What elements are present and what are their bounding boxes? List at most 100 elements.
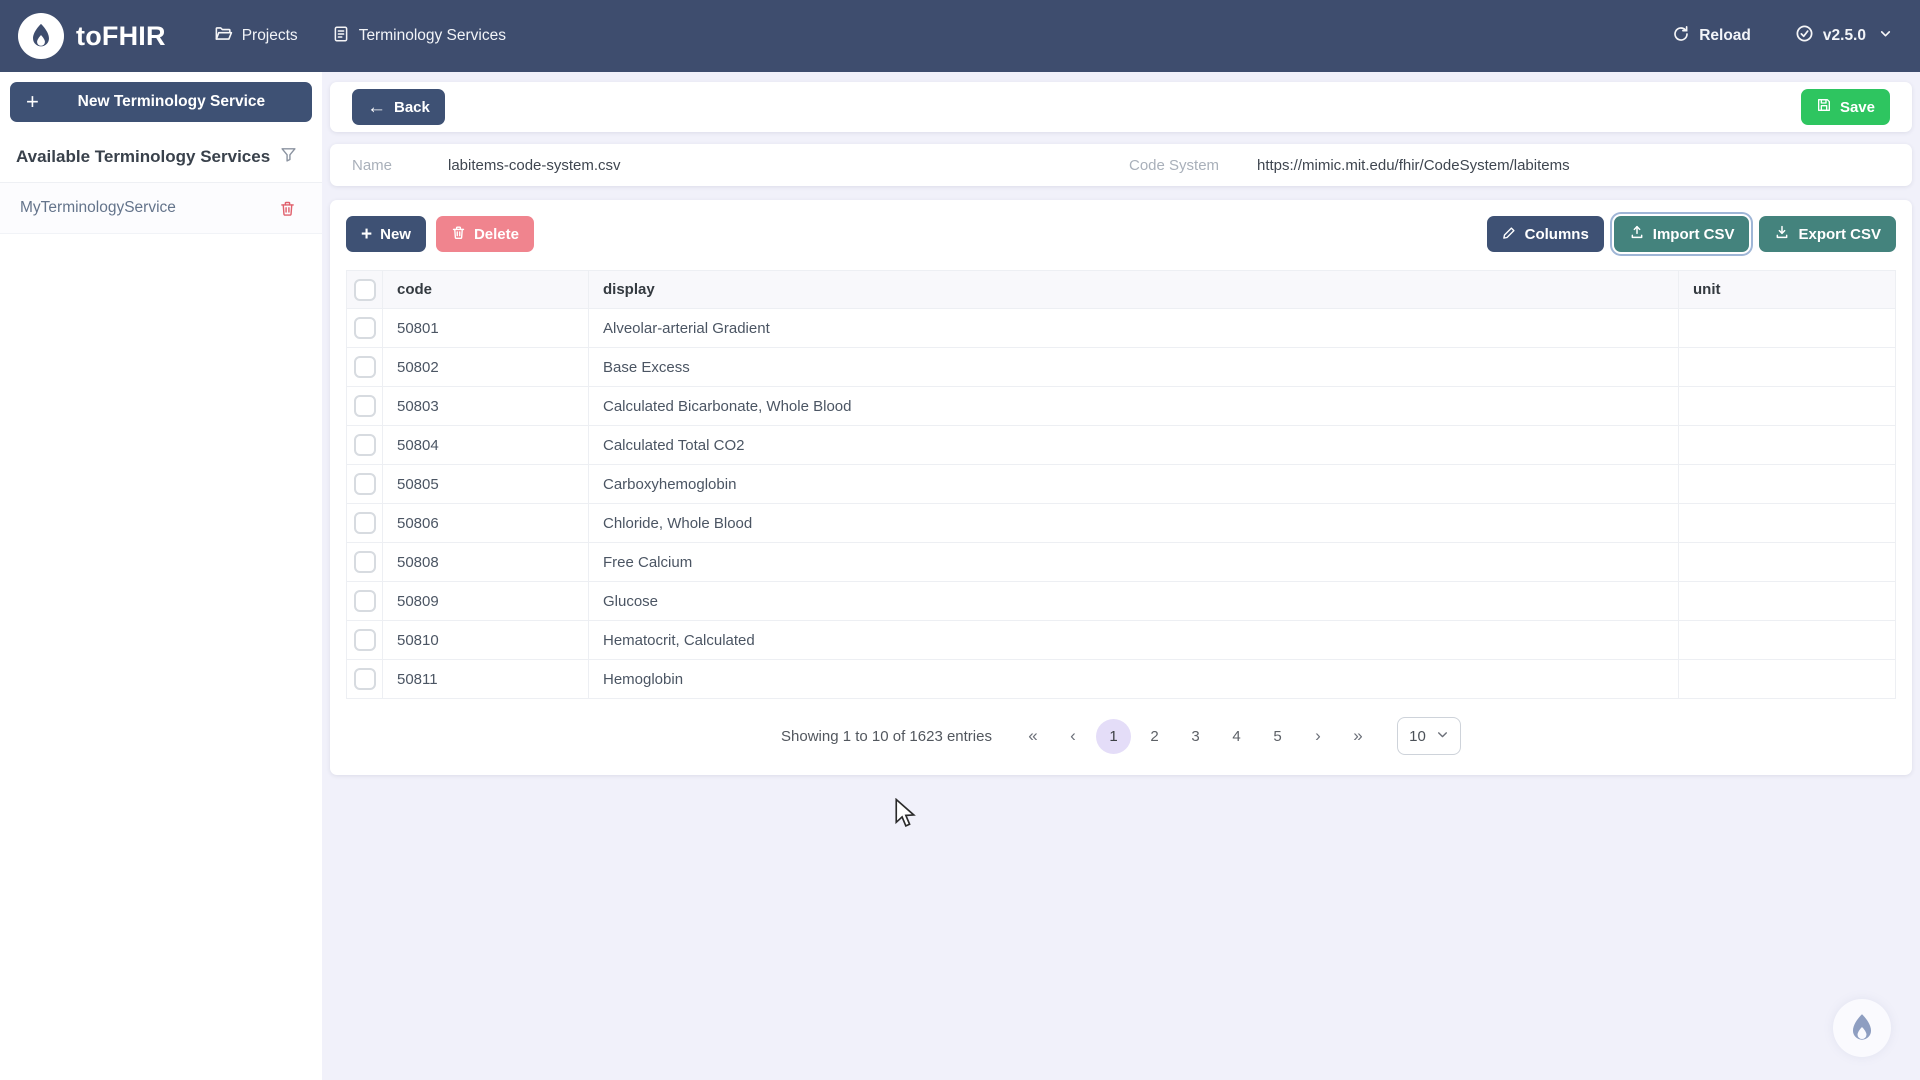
- first-page-button[interactable]: «: [1028, 726, 1038, 745]
- display-cell[interactable]: Glucose: [589, 582, 1679, 621]
- reload-button[interactable]: Reload: [1672, 25, 1751, 48]
- unit-cell[interactable]: [1679, 387, 1895, 426]
- version-menu[interactable]: v2.5.0: [1795, 24, 1892, 48]
- export-csv-label: Export CSV: [1798, 225, 1881, 243]
- row-checkbox[interactable]: [353, 434, 376, 456]
- display-cell[interactable]: Hematocrit, Calculated: [589, 621, 1679, 660]
- select-all-checkbox[interactable]: [353, 278, 376, 301]
- columns-button[interactable]: Columns: [1486, 216, 1604, 252]
- row-checkbox[interactable]: [353, 473, 376, 495]
- column-header-code[interactable]: code: [383, 271, 589, 309]
- back-button[interactable]: ← Back: [352, 89, 445, 125]
- row-checkbox[interactable]: [353, 395, 376, 417]
- page-size-select[interactable]: 10: [1396, 717, 1461, 755]
- display-cell[interactable]: Base Excess: [589, 348, 1679, 387]
- table-toolbar: + New Delete: [346, 216, 1896, 270]
- unit-cell[interactable]: [1679, 465, 1895, 504]
- table-row[interactable]: 50809 Glucose: [347, 582, 1895, 621]
- display-cell[interactable]: Alveolar-arterial Gradient: [589, 309, 1679, 348]
- row-checkbox[interactable]: [353, 629, 376, 651]
- row-select-cell: [347, 660, 383, 699]
- table-row[interactable]: 50808 Free Calcium: [347, 543, 1895, 582]
- table-row[interactable]: 50806 Chloride, Whole Blood: [347, 504, 1895, 543]
- scroll-top-flame-icon[interactable]: [1833, 999, 1891, 1057]
- unit-cell[interactable]: [1679, 660, 1895, 699]
- toolbar-right: Columns Import CSV: [1486, 216, 1896, 252]
- display-cell[interactable]: Calculated Total CO2: [589, 426, 1679, 465]
- row-select-cell: [347, 309, 383, 348]
- table-row[interactable]: 50801 Alveolar-arterial Gradient: [347, 309, 1895, 348]
- code-cell[interactable]: 50802: [383, 348, 589, 387]
- display-cell[interactable]: Hemoglobin: [589, 660, 1679, 699]
- row-checkbox[interactable]: [353, 590, 376, 612]
- unit-cell[interactable]: [1679, 582, 1895, 621]
- code-cell[interactable]: 50811: [383, 660, 589, 699]
- code-cell[interactable]: 50801: [383, 309, 589, 348]
- new-terminology-service-button[interactable]: + New Terminology Service: [10, 82, 312, 122]
- unit-cell[interactable]: [1679, 309, 1895, 348]
- export-csv-button[interactable]: Export CSV: [1759, 216, 1896, 252]
- select-all-cell: [347, 271, 383, 309]
- nav-terminology-services-label: Terminology Services: [358, 27, 506, 44]
- page-button-3[interactable]: 3: [1191, 727, 1200, 745]
- brand[interactable]: toFHIR: [18, 13, 166, 59]
- unit-cell[interactable]: [1679, 504, 1895, 543]
- table-row[interactable]: 50804 Calculated Total CO2: [347, 426, 1895, 465]
- unit-cell[interactable]: [1679, 543, 1895, 582]
- import-csv-button[interactable]: Import CSV: [1613, 216, 1750, 252]
- display-cell[interactable]: Free Calcium: [589, 543, 1679, 582]
- page-button-5[interactable]: 5: [1273, 727, 1282, 745]
- display-cell[interactable]: Carboxyhemoglobin: [589, 465, 1679, 504]
- display-cell[interactable]: Calculated Bicarbonate, Whole Blood: [589, 387, 1679, 426]
- page-button-4[interactable]: 4: [1232, 727, 1241, 745]
- columns-label: Columns: [1524, 225, 1589, 243]
- row-select-cell: [347, 387, 383, 426]
- nav-terminology-services[interactable]: Terminology Services: [332, 25, 506, 48]
- last-page-button[interactable]: »: [1353, 726, 1363, 745]
- main-nav: Projects Terminology Services: [214, 24, 506, 48]
- unit-cell[interactable]: [1679, 621, 1895, 660]
- journal-icon: [332, 25, 350, 48]
- row-checkbox[interactable]: [353, 356, 376, 378]
- row-select-cell: [347, 504, 383, 543]
- row-checkbox[interactable]: [353, 317, 376, 339]
- sidebar-item-myterminologyservice[interactable]: MyTerminologyService: [0, 183, 322, 234]
- table-row[interactable]: 50811 Hemoglobin: [347, 660, 1895, 699]
- code-system-value[interactable]: https://mimic.mit.edu/fhir/CodeSystem/la…: [1257, 156, 1570, 174]
- code-cell[interactable]: 50804: [383, 426, 589, 465]
- code-cell[interactable]: 50806: [383, 504, 589, 543]
- row-checkbox[interactable]: [353, 512, 376, 534]
- filter-icon[interactable]: [280, 146, 297, 168]
- display-cell[interactable]: Chloride, Whole Blood: [589, 504, 1679, 543]
- pencil-icon: [1502, 225, 1517, 244]
- navbar-right: Reload v2.5.0: [1672, 24, 1892, 48]
- unit-cell[interactable]: [1679, 348, 1895, 387]
- name-value[interactable]: labitems-code-system.csv: [448, 156, 621, 174]
- page-button-2[interactable]: 2: [1150, 727, 1159, 745]
- prev-page-button[interactable]: ‹: [1070, 726, 1076, 745]
- unit-cell[interactable]: [1679, 426, 1895, 465]
- delete-rows-button[interactable]: Delete: [435, 216, 534, 252]
- table-row[interactable]: 50802 Base Excess: [347, 348, 1895, 387]
- row-checkbox[interactable]: [353, 551, 376, 573]
- next-page-button[interactable]: ›: [1315, 726, 1321, 745]
- page-button-1[interactable]: 1: [1095, 718, 1131, 754]
- table-row[interactable]: 50805 Carboxyhemoglobin: [347, 465, 1895, 504]
- table-row[interactable]: 50810 Hematocrit, Calculated: [347, 621, 1895, 660]
- folder-icon: [214, 24, 233, 48]
- code-cell[interactable]: 50809: [383, 582, 589, 621]
- new-row-button[interactable]: + New: [346, 216, 426, 252]
- code-cell[interactable]: 50810: [383, 621, 589, 660]
- code-cell[interactable]: 50803: [383, 387, 589, 426]
- row-checkbox[interactable]: [353, 668, 376, 690]
- row-select-cell: [347, 582, 383, 621]
- nav-projects[interactable]: Projects: [214, 24, 298, 48]
- table-row[interactable]: 50803 Calculated Bicarbonate, Whole Bloo…: [347, 387, 1895, 426]
- delete-service-trash-icon[interactable]: [279, 200, 296, 217]
- column-header-unit[interactable]: unit: [1679, 271, 1895, 309]
- save-button[interactable]: Save: [1800, 89, 1890, 125]
- name-label: Name: [352, 156, 393, 174]
- code-cell[interactable]: 50805: [383, 465, 589, 504]
- code-cell[interactable]: 50808: [383, 543, 589, 582]
- column-header-display[interactable]: display: [589, 271, 1679, 309]
